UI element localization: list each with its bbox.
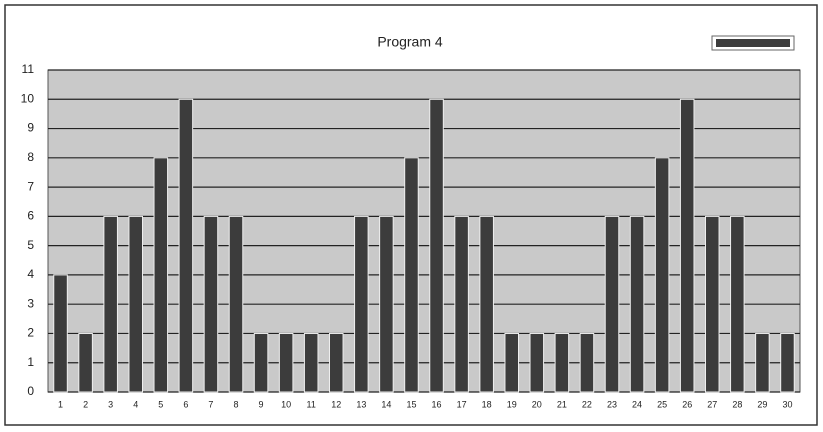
y-tick-label: 3	[27, 296, 34, 310]
x-tick-label: 20	[532, 399, 542, 409]
bar	[153, 157, 169, 393]
bar	[253, 332, 269, 393]
x-tick-label: 7	[208, 399, 213, 409]
x-tick-label: 2	[83, 399, 88, 409]
legend-swatch	[716, 39, 790, 47]
x-tick-label: 16	[432, 399, 442, 409]
y-tick-label: 9	[27, 121, 34, 135]
x-tick-label: 9	[259, 399, 264, 409]
x-tick-label: 22	[582, 399, 592, 409]
bar	[303, 332, 319, 393]
x-tick-label: 17	[457, 399, 467, 409]
bar	[579, 332, 595, 393]
x-tick-label: 11	[307, 399, 316, 409]
bar	[429, 98, 444, 393]
x-tick-label: 23	[607, 399, 617, 409]
bar	[504, 332, 520, 393]
x-tick-label: 25	[657, 399, 667, 409]
chart-title: Program 4	[377, 34, 443, 50]
x-tick-label: 1	[58, 399, 63, 409]
x-tick-label: 6	[183, 399, 188, 409]
y-tick-label: 7	[27, 179, 34, 193]
x-tick-label: 14	[381, 399, 391, 409]
bar	[379, 215, 394, 393]
y-tick-label: 6	[27, 209, 34, 223]
bar	[629, 215, 645, 393]
bar	[328, 332, 344, 393]
bar	[78, 332, 93, 393]
y-tick-label: 2	[27, 326, 34, 340]
x-tick-label: 18	[482, 399, 492, 409]
x-tick-label: 21	[557, 399, 567, 409]
x-tick-label: 3	[108, 399, 113, 409]
x-tick-label: 12	[331, 399, 341, 409]
bar	[479, 215, 494, 393]
x-tick-label: 26	[682, 399, 692, 409]
bar	[454, 215, 469, 393]
bar	[228, 215, 244, 393]
x-tick-label: 13	[356, 399, 366, 409]
bar	[604, 215, 620, 393]
bar	[103, 215, 118, 393]
bar	[679, 98, 695, 393]
y-tick-label: 0	[27, 384, 34, 398]
x-tick-label: 27	[707, 399, 717, 409]
y-tick-label: 4	[27, 267, 34, 281]
bar	[404, 157, 419, 393]
bar	[654, 157, 670, 393]
plot-area	[47, 69, 801, 393]
bar	[354, 215, 369, 393]
bar	[780, 332, 795, 393]
x-tick-label: 28	[732, 399, 742, 409]
x-tick-label: 15	[406, 399, 416, 409]
y-tick-label: 10	[21, 91, 35, 105]
bar	[755, 332, 770, 393]
bar	[128, 215, 144, 393]
x-tick-label: 4	[133, 399, 138, 409]
bar	[529, 332, 545, 393]
y-tick-label: 5	[27, 238, 34, 252]
x-tick-label: 29	[757, 399, 767, 409]
bar	[554, 332, 570, 393]
bar	[203, 215, 219, 393]
bar	[278, 332, 294, 393]
y-tick-label: 1	[27, 355, 34, 369]
bar	[704, 215, 720, 393]
x-tick-label: 8	[233, 399, 238, 409]
bar	[53, 274, 68, 393]
x-tick-label: 10	[281, 399, 291, 409]
x-tick-label: 19	[507, 399, 517, 409]
bar	[178, 98, 194, 393]
y-tick-label: 11	[22, 62, 35, 76]
x-tick-label: 30	[782, 399, 792, 409]
x-tick-label: 5	[158, 399, 163, 409]
y-tick-label: 8	[27, 150, 34, 164]
x-tick-label: 24	[632, 399, 642, 409]
bar	[730, 215, 745, 393]
